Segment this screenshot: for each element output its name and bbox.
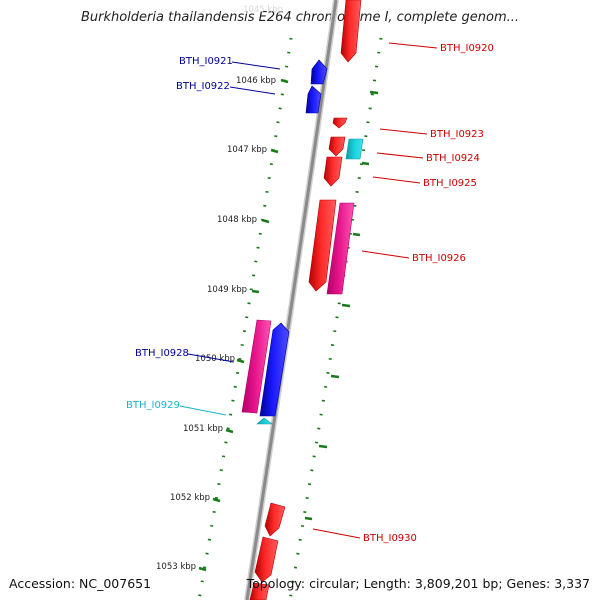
gene-bth-i0929[interactable] <box>256 417 273 425</box>
major-ticks <box>198 78 379 572</box>
gene-label[interactable]: BTH_I0920 <box>440 43 494 54</box>
scale-label: 1047 kbp <box>227 145 267 155</box>
scale-label: 1048 kbp <box>217 215 257 225</box>
map-title: Burkholderia thailandensis E264 chromoso… <box>80 10 520 25</box>
gene-label[interactable]: BTH_I0930 <box>363 533 417 544</box>
topology-label: Topology: circular; Length: 3,809,201 bp… <box>246 576 590 591</box>
leader-lines <box>179 42 438 539</box>
gene-bth-i0922[interactable] <box>305 85 322 114</box>
scale-label: 1046 kbp <box>236 76 276 86</box>
gene-label[interactable]: BTH_I0928 <box>135 348 189 359</box>
accession-label: Accession: NC_007651 <box>9 576 152 591</box>
scale-label: 1045 kbp <box>243 5 283 15</box>
gene-bth-i0930[interactable] <box>264 502 286 537</box>
backbone <box>245 0 338 600</box>
gene-bth-i0930-part2[interactable] <box>249 582 270 600</box>
scale-label: 1052 kbp <box>170 493 210 503</box>
gene-bth-i0924-part[interactable] <box>328 136 346 157</box>
gene-label[interactable]: BTH_I0924 <box>426 153 480 164</box>
gene-features <box>241 0 364 600</box>
gene-bth-i0930-part[interactable] <box>254 536 279 583</box>
gene-bth-i0924[interactable] <box>345 138 364 160</box>
gene-label[interactable]: BTH_I0923 <box>430 129 484 140</box>
gene-label[interactable]: BTH_I0929 <box>126 400 180 411</box>
scale-label: 1049 kbp <box>207 285 247 295</box>
gene-bth-i0926-part[interactable] <box>326 202 355 295</box>
gene-bth-i0928-part[interactable] <box>241 319 272 414</box>
gene-bth-i0921[interactable] <box>310 59 328 85</box>
gene-label[interactable]: BTH_I0926 <box>412 253 466 264</box>
scale-label: 1053 kbp <box>156 562 196 572</box>
scale-label: 1051 kbp <box>183 424 223 434</box>
gene-bth-i0923[interactable] <box>332 117 348 129</box>
gene-bth-i0928[interactable] <box>259 322 290 417</box>
gene-label[interactable]: BTH_I0921 <box>179 56 233 67</box>
gene-label[interactable]: BTH_I0925 <box>423 178 477 189</box>
gene-label[interactable]: BTH_I0922 <box>176 81 230 92</box>
gene-bth-i0920[interactable] <box>340 0 362 63</box>
gene-bth-i0925[interactable] <box>323 156 343 187</box>
gene-bth-i0926[interactable] <box>308 199 337 292</box>
